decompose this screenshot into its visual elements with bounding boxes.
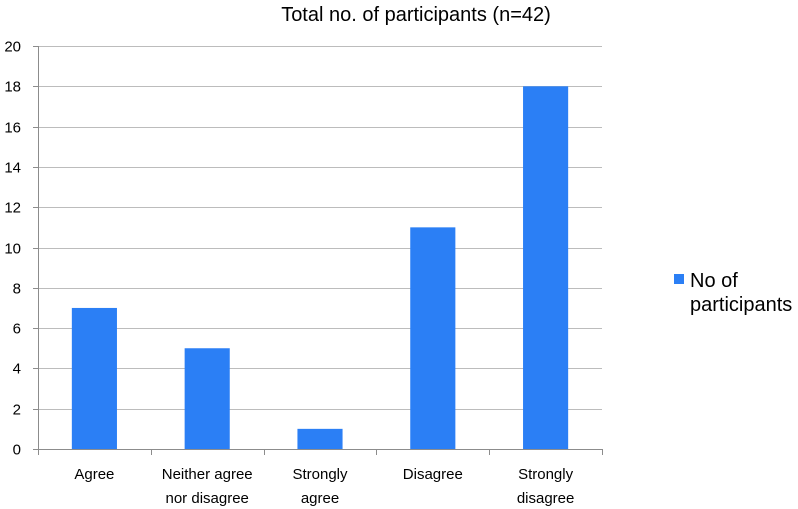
y-tick-label: 10 bbox=[4, 241, 21, 258]
y-tick-label: 14 bbox=[4, 160, 21, 177]
legend-swatch bbox=[674, 274, 684, 284]
bar bbox=[523, 86, 569, 450]
bar bbox=[410, 227, 456, 449]
legend: No of participants bbox=[674, 270, 792, 316]
legend-label: No of participants bbox=[690, 270, 792, 316]
x-tick-label: Agree bbox=[74, 466, 114, 483]
y-tick-labels: 0 2 4 6 8 10 12 14 16 18 20 bbox=[4, 39, 21, 459]
bar bbox=[184, 348, 230, 449]
bar bbox=[71, 307, 117, 449]
y-tick-label: 18 bbox=[4, 79, 21, 96]
y-tick-label: 12 bbox=[4, 200, 21, 217]
y-tick-label: 4 bbox=[13, 361, 21, 378]
x-tick-label: Neither agree nor disagree bbox=[162, 466, 253, 507]
y-tick-label: 6 bbox=[13, 321, 21, 338]
y-tick-label: 8 bbox=[13, 281, 21, 298]
x-tick-labels: Agree Neither agree nor disagree Strongly ag… bbox=[74, 466, 574, 507]
x-tick-label: Strongly disagree bbox=[517, 466, 575, 507]
axes bbox=[33, 46, 603, 455]
y-tick-label: 20 bbox=[4, 39, 21, 56]
gridlines bbox=[38, 46, 602, 410]
bar bbox=[297, 428, 343, 449]
x-tick-label: Strongly agree bbox=[292, 466, 348, 507]
y-tick-label: 0 bbox=[13, 442, 21, 459]
y-tick-label: 2 bbox=[13, 402, 21, 419]
y-tick-label: 16 bbox=[4, 120, 21, 137]
chart-title: Total no. of participants (n=42) bbox=[281, 4, 551, 26]
x-tick-label: Disagree bbox=[403, 466, 463, 483]
bars bbox=[71, 86, 569, 450]
